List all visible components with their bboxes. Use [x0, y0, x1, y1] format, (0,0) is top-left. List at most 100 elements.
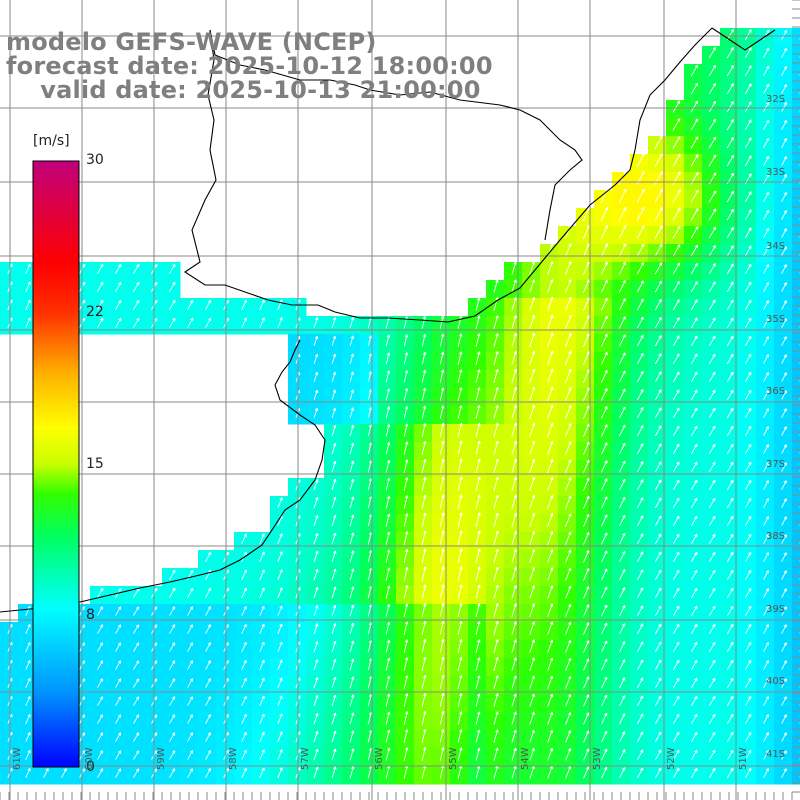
- wind-arrow: [205, 660, 211, 670]
- wind-arrow: [259, 623, 265, 634]
- field-cell: [792, 46, 800, 65]
- wind-arrow: [654, 262, 663, 275]
- wind-arrow: [43, 768, 49, 778]
- wind-arrow: [439, 566, 445, 582]
- wind-arrow: [618, 298, 626, 311]
- wind-arrow: [277, 587, 283, 599]
- wind-arrow: [763, 29, 770, 41]
- wind-arrow: [763, 47, 770, 59]
- wind-arrow: [726, 208, 734, 221]
- field-cell: [792, 766, 800, 785]
- wind-arrow: [636, 425, 644, 437]
- wind-arrow: [133, 317, 140, 328]
- wind-arrow: [313, 479, 319, 491]
- wind-arrow: [529, 404, 536, 420]
- wind-arrow: [745, 731, 752, 742]
- wind-arrow: [583, 748, 590, 761]
- wind-arrow: [115, 606, 122, 616]
- wind-arrow: [709, 713, 716, 724]
- wind-arrow: [511, 440, 517, 456]
- wind-arrow: [547, 368, 554, 384]
- wind-arrow: [781, 29, 787, 40]
- wind-arrow: [619, 460, 626, 473]
- wind-arrow: [763, 372, 770, 382]
- wind-arrow: [636, 280, 644, 293]
- lat-label: 39S: [766, 604, 786, 615]
- wind-arrow: [403, 675, 409, 689]
- wind-arrow: [582, 387, 590, 401]
- wind-arrow: [763, 317, 770, 328]
- wind-arrow: [349, 316, 355, 329]
- wind-arrow: [637, 641, 644, 653]
- wind-arrow: [763, 263, 770, 274]
- wind-arrow: [511, 530, 517, 546]
- wind-arrow: [619, 731, 626, 743]
- wind-arrow: [331, 550, 337, 563]
- wind-arrow: [745, 263, 752, 275]
- wind-arrow: [475, 315, 481, 329]
- wind-arrow: [565, 423, 572, 438]
- wind-arrow: [331, 460, 337, 473]
- wind-arrow: [673, 623, 680, 634]
- wind-arrow: [690, 189, 699, 203]
- wind-arrow: [421, 369, 427, 383]
- wind-arrow: [277, 623, 283, 634]
- field-cell: [792, 64, 800, 83]
- wind-arrow: [618, 424, 626, 437]
- wind-arrow: [763, 570, 770, 580]
- wind-arrow: [654, 335, 662, 347]
- wind-arrow: [582, 369, 590, 383]
- wind-arrow: [654, 225, 663, 239]
- wind-arrow: [187, 678, 194, 688]
- wind-arrow: [403, 441, 409, 455]
- wind-arrow: [763, 660, 770, 670]
- wind-arrow: [421, 458, 427, 474]
- wind-arrow: [349, 478, 355, 491]
- wind-arrow: [781, 65, 787, 76]
- wind-arrow: [529, 314, 536, 330]
- wind-arrow: [619, 514, 626, 527]
- wind-arrow: [547, 279, 554, 293]
- wind-arrow: [169, 263, 176, 274]
- wind-arrow: [673, 695, 680, 706]
- wind-arrow: [205, 624, 211, 634]
- wind-arrow: [745, 695, 752, 706]
- wind-arrow: [511, 639, 517, 653]
- wind-arrow: [708, 46, 716, 59]
- wind-arrow: [565, 459, 572, 473]
- wind-arrow: [457, 711, 463, 725]
- wind-arrow: [565, 567, 572, 581]
- wind-arrow: [727, 515, 734, 526]
- field-cell: [792, 154, 800, 173]
- wind-arrow: [636, 243, 645, 257]
- wind-arrow: [690, 226, 699, 239]
- field-cell: [792, 280, 800, 299]
- wind-arrow: [529, 350, 536, 366]
- wind-arrow: [385, 603, 391, 617]
- field-cell: [792, 532, 800, 551]
- wind-arrow: [385, 711, 391, 725]
- wind-arrow: [565, 243, 572, 258]
- field-cell: [792, 658, 800, 677]
- wind-arrow: [97, 624, 104, 634]
- wind-arrow: [708, 335, 716, 347]
- field-cell: [792, 550, 800, 569]
- wind-arrow: [781, 372, 787, 382]
- wind-arrow: [690, 154, 699, 167]
- lon-label: 53W: [592, 747, 603, 770]
- colorbar-tick-8: 8: [86, 607, 95, 623]
- wind-arrow: [618, 316, 626, 329]
- wind-arrow: [493, 566, 499, 582]
- wind-arrow: [25, 713, 31, 724]
- wind-arrow: [313, 532, 319, 545]
- wind-arrow: [349, 335, 354, 346]
- wind-arrow: [259, 695, 265, 706]
- wind-arrow: [601, 496, 608, 509]
- wind-arrow: [600, 351, 608, 365]
- wind-arrow: [601, 730, 608, 743]
- wind-arrow: [727, 461, 734, 472]
- wind-arrow: [457, 351, 463, 365]
- wind-arrow: [673, 749, 680, 760]
- field-cell: [792, 118, 800, 137]
- wind-arrow: [421, 710, 427, 725]
